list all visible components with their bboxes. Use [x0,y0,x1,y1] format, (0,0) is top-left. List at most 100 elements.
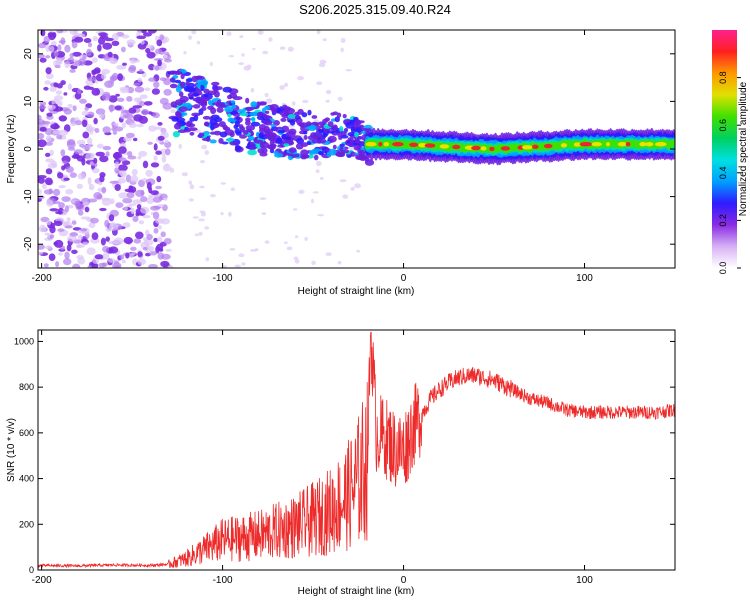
spectrogram-ridge-blob [211,81,220,86]
spectrogram-noise-blob [38,251,44,255]
spectrogram-ridge-blob [237,109,246,113]
spectrogram-noise-blob [66,244,72,252]
spectrogram-noise-blob [140,40,145,45]
spectrogram-ridge-blob [201,137,211,142]
spectrogram-ridge-blob [328,148,337,156]
spectrogram-noise-blob [157,122,163,126]
spectrogram-ridge-blob [269,140,275,146]
spectrogram-noise-blob [58,202,65,209]
spectrogram-ridge-blob [203,88,210,94]
spectrogram-ridge-blob [334,116,340,123]
spectrogram-ridge-blob [295,153,300,158]
spectrogram-noise-blob [165,148,171,156]
spectrogram-ridge-blob [200,79,209,86]
spectrogram-noise-blob [204,150,210,155]
spectrogram-noise-blob [87,198,98,203]
spectrogram-noise-blob [146,44,154,48]
spectrogram-ridge-blob [183,126,189,131]
spectrogram-ridge-blob [191,112,201,117]
spectrogram-ridge-blob [200,84,205,91]
spectrogram-ridge-blob [244,106,255,111]
spectrogram-noise-blob [73,149,83,155]
spectrogram-peak-blob [645,142,654,147]
spectrogram-ridge-blob [347,132,357,137]
spectrogram-x-ticks: -200 -100 0 100 [32,30,593,284]
spectrogram-y-ticks: -20 -10 0 10 20 [23,48,675,251]
spectrogram-ridge-blob [349,137,355,145]
spectrogram-ridge-blob [358,124,365,129]
spectrogram-peak-blob [521,145,533,150]
spectrogram-noise-blob [64,44,71,53]
spectrogram-ridge-blob [210,131,216,135]
spectrogram-ridge-blob [242,130,249,135]
spectrogram-ridge-blob [224,106,234,113]
spectrogram-ridge-blob [198,132,205,138]
spectrogram-ridge-blob [282,104,288,110]
spectrogram-noise-blob [43,263,49,268]
spectrogram-peak-blob [489,146,495,152]
colorbar-tick-label: 0.4 [718,167,728,180]
spectrogram-ridge-blob [330,125,338,131]
spectrogram-noise-blob [139,100,146,107]
spectrogram-ridge-blob [175,111,181,117]
spectrogram-noise-blob [39,126,47,132]
spectrogram-noise-blob [62,258,72,266]
spectrogram-noise-blob [191,30,197,35]
spectrogram-ridge-blob [311,115,318,119]
spectrogram-ridge-blob [223,126,231,131]
spectrogram-noise-blob [160,148,167,156]
spectrogram-noise-blob [157,135,165,141]
spectrogram-ridge-blob [303,131,308,135]
spectrogram-ridge-blob [350,126,355,134]
spectrogram-noise-blob [279,46,286,50]
spectrogram-ridge-blob [245,120,251,126]
spectrogram-ridge-blob [229,141,237,146]
spectrogram-ridge-blob [314,122,320,126]
spectrogram-noise-blob [111,40,120,46]
spectrogram-ridge-blob [259,141,270,149]
spectrogram-ridge-blob [317,138,327,144]
spectrogram-noise-blob [130,246,137,251]
spectrogram-noise-blob [86,111,95,118]
colorbar: 0.0 0.2 0.4 0.6 0.8 Normalized spectral ampl… [712,30,749,274]
spectrogram-ridge-blob [210,107,217,115]
spectrogram-noise-blob [133,137,138,142]
spectrogram-noise-blob [142,247,148,251]
spectrogram-ridge-blob [340,135,349,139]
snr-y-tick-label: 0 [29,565,34,575]
spectrogram-noise-blob [294,259,300,264]
spectrogram-noise-blob [41,120,51,125]
spectrogram-ridge-blob [353,120,362,126]
spectrogram-ridge-blob [200,101,208,107]
spectrogram-noise-blob [339,179,347,183]
spectrogram-ridge-blob [174,79,182,84]
spectrogram-noise-blob [137,155,142,160]
spectrogram-noise-blob [226,31,232,37]
spectrogram-ridge-blob [264,110,270,115]
colorbar-tick-label: 0.6 [718,119,728,132]
spectrogram-noise-blob [152,112,160,119]
spectrogram-noise-blob [316,81,323,85]
snr-chart: -200 -100 0 100 0 200 400 600 800 1000 Height of… [6,329,676,597]
spectrogram-noise-blob [48,188,53,195]
spectrogram-noise-blob [77,234,83,241]
spectrogram-noise-blob [44,177,53,186]
spectrogram-noise-blob [101,197,111,201]
spectrogram-noise-blob [221,265,228,268]
spectrogram-noise-blob [198,231,203,236]
spectrogram-y-tick-label: 10 [23,95,34,107]
spectrogram-y-tick-label: 0 [23,146,34,152]
spectrogram-noise-blob [64,225,73,229]
colorbar-ticks: 0.0 0.2 0.4 0.6 0.8 [718,71,741,274]
spectrogram-ridge-blob [234,120,240,128]
spectrogram-peak-blob [560,143,568,148]
spectrogram-noise-blob [82,241,89,246]
spectrogram-noise-blob [201,144,208,150]
spectrogram-noise-blob [109,104,114,113]
spectrogram-ridge-blob [266,132,277,140]
spectrogram-noise-blob [72,263,81,268]
spectrogram-noise-blob [100,237,106,246]
spectrogram-noise-blob [139,94,148,99]
spectrogram-noise-blob [133,82,141,86]
spectrogram-noise-blob [125,252,130,259]
